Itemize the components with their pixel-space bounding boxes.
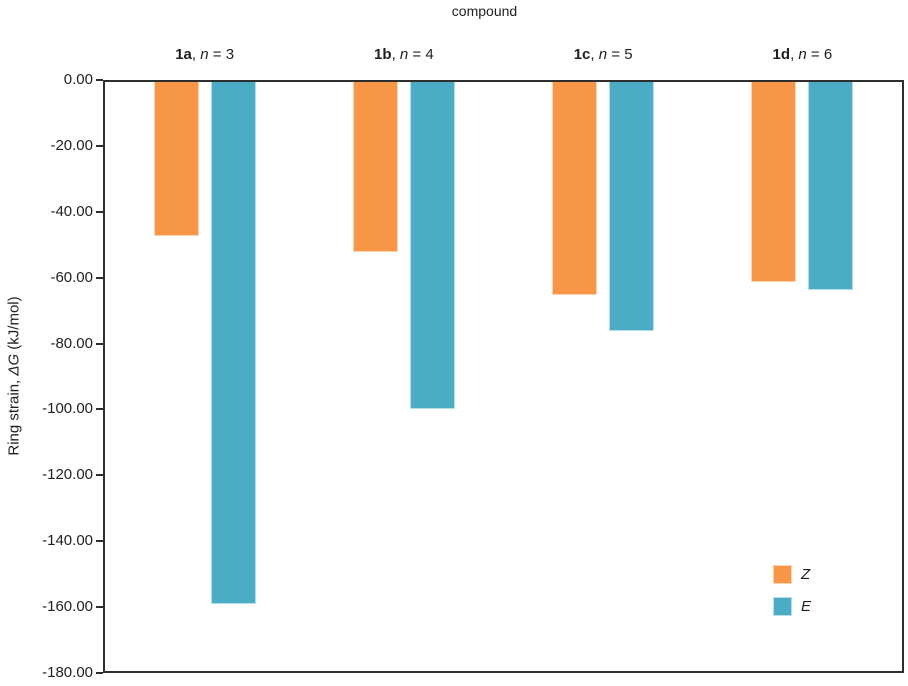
category-label-part: n (798, 46, 807, 63)
category-label: 1b, n = 4 (304, 44, 503, 66)
bar-e-1b (409, 82, 455, 410)
bar-z-1a (153, 82, 199, 236)
y-tick-mark (96, 606, 103, 609)
y-tick-label: -100.00 (42, 400, 93, 418)
category-label-part: = 3 (208, 46, 235, 63)
category-label: 1a, n = 3 (105, 44, 304, 66)
y-tick-label: -40.00 (50, 202, 93, 220)
category-label-part: n (399, 46, 409, 63)
bar-z-1b (352, 82, 398, 253)
category-label: 1d, n = 6 (703, 44, 902, 66)
plot-area (103, 80, 904, 673)
legend-label-e: E (801, 598, 812, 615)
legend-swatch-e-icon (773, 597, 792, 616)
category-label-part: n (598, 46, 608, 63)
legend-swatch-z-icon (773, 565, 792, 584)
bar-e-1d (808, 82, 854, 290)
y-tick-label: -120.00 (42, 466, 93, 484)
category-label-part: 1a (175, 46, 192, 63)
y-tick-mark (96, 408, 103, 411)
bar-e-1c (609, 82, 655, 331)
category-label-part: = 5 (607, 46, 633, 63)
y-tick-label: -180.00 (42, 664, 93, 681)
y-tick-label: -60.00 (50, 268, 93, 286)
bar-z-1d (751, 82, 797, 282)
category-label-part: , (590, 46, 599, 63)
y-tick-mark (96, 79, 103, 81)
category-label-part: , (790, 46, 799, 63)
y-tick-label: -140.00 (42, 532, 93, 550)
y-tick-label: -20.00 (50, 136, 93, 154)
category-label: 1c, n = 5 (504, 44, 703, 66)
y-tick-mark (96, 342, 103, 345)
x-axis-title: compound (451, 3, 518, 19)
category-label-part: , (191, 46, 201, 63)
legend-label-z: Z (801, 566, 811, 583)
category-label-part: , (391, 46, 400, 63)
category-label-part: = 6 (806, 46, 833, 63)
y-axis-title-part: ΔG (5, 353, 23, 376)
y-tick-mark (96, 474, 103, 477)
y-axis-title: Ring strain, ΔG (kJ/mol) (6, 296, 23, 455)
y-tick-label: 0.00 (63, 71, 93, 88)
y-tick-label: -80.00 (50, 334, 93, 352)
category-label-part: n (200, 46, 209, 63)
y-tick-mark (96, 144, 103, 147)
bar-z-1c (552, 82, 598, 295)
y-tick-mark (96, 540, 103, 543)
category-label-part: 1b (374, 46, 392, 63)
y-tick-label: -160.00 (42, 598, 93, 616)
y-tick-mark (96, 210, 103, 213)
y-tick-mark (96, 276, 103, 279)
y-tick-mark (96, 672, 103, 674)
category-label-part: 1d (772, 46, 791, 63)
bar-e-1a (210, 82, 256, 604)
category-label-part: 1c (573, 46, 591, 63)
category-label-part: = 4 (408, 46, 434, 63)
